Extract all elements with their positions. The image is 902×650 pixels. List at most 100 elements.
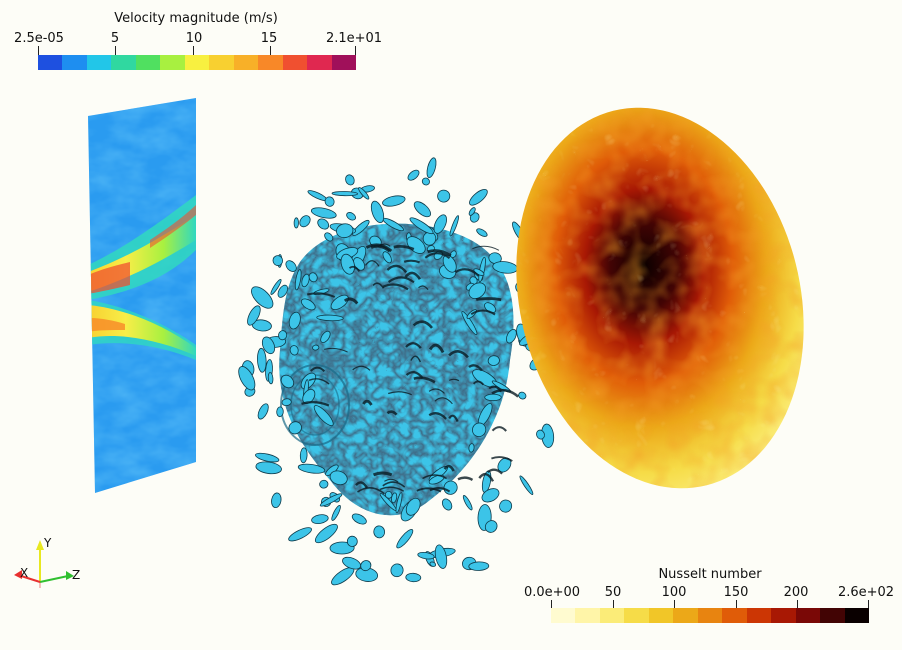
velocity-colorbar-gradient: [38, 55, 357, 70]
nusselt-tick-mark: [613, 600, 614, 609]
vortex-blob: [313, 405, 334, 427]
vortex-blob: [417, 551, 435, 560]
velocity-tick-mark: [193, 46, 194, 55]
nusselt-colorbar-swatch: [599, 608, 625, 623]
vortex-crevice: [428, 343, 445, 354]
vortex-blob: [434, 544, 448, 569]
vortex-blob: [299, 215, 311, 228]
vortex-crevice: [412, 320, 434, 329]
vortex-crevice: [348, 265, 361, 272]
velocity-colorbar-title: Velocity magnitude (m/s): [114, 11, 278, 26]
vortex-blob: [257, 403, 269, 420]
vortex-crevice: [370, 244, 391, 253]
vortex-crevice: [488, 385, 503, 393]
vortex-blob: [395, 492, 403, 514]
vortex-crevice: [372, 471, 393, 477]
vortex-blob: [329, 470, 348, 486]
vortex-blob: [379, 492, 397, 511]
velocity-colorbar-swatch: [62, 55, 87, 70]
nusselt-colorbar-swatch: [624, 608, 649, 623]
nusselt-colorbar-title: Nusselt number: [658, 567, 762, 582]
vortex-blob: [294, 269, 302, 291]
vortex-crevice: [448, 414, 459, 423]
vortex-blob: [437, 189, 451, 203]
vortex-blob: [314, 523, 338, 544]
vortex-blob: [271, 492, 282, 509]
vortex-blob: [360, 560, 372, 572]
nusselt-colorbar-swatch: [771, 608, 796, 623]
nusselt-tick-label: 150: [723, 585, 749, 600]
vortex-crevice: [429, 487, 451, 493]
nusselt-colorbar-swatch: [795, 608, 821, 623]
nusselt-tick-mark: [551, 600, 552, 609]
vortex-crevice: [418, 285, 429, 291]
vortex-crevice: [416, 487, 442, 493]
vortex-blob: [472, 422, 487, 438]
vortex-blob: [462, 495, 473, 511]
y-axis-label: Y: [44, 536, 52, 550]
vortex-blob: [519, 475, 534, 495]
vortex-blob: [316, 314, 344, 322]
x-axis-label: X: [20, 566, 29, 580]
velocity-colorbar-swatch: [209, 55, 234, 70]
velocity-tick-mark: [355, 46, 356, 55]
velocity-colorbar-swatch: [258, 55, 283, 70]
vortex-crevice: [324, 347, 348, 353]
vortex-blob: [468, 443, 475, 453]
vortex-blob: [311, 514, 329, 524]
vortex-blob: [320, 330, 331, 344]
vortex-blob: [390, 563, 404, 578]
vortex-crevice: [365, 260, 380, 267]
vortex-blob: [484, 520, 498, 533]
vortex-blob: [324, 196, 335, 207]
vortex-crevice: [486, 468, 503, 475]
vortex-blob: [481, 488, 500, 503]
vortex-blob: [288, 421, 302, 435]
vortex-crevice: [470, 309, 496, 316]
nusselt-tick-label: 2.6e+02: [837, 585, 895, 600]
vortex-crevice: [428, 412, 447, 420]
orientation-axes: [14, 540, 74, 588]
velocity-colorbar-swatch: [184, 55, 210, 70]
vortex-crevice: [491, 388, 519, 398]
vortex-blob: [267, 372, 274, 385]
vortex-blob: [409, 217, 434, 235]
vortex-crevice: [404, 271, 421, 280]
vortex-blob: [433, 214, 447, 234]
vortex-crevice: [454, 268, 480, 277]
nusselt-colorbar-swatch: [551, 608, 576, 623]
vortex-blob: [421, 177, 430, 186]
vortex-blob: [317, 218, 330, 230]
vortex-crevice: [422, 474, 447, 480]
vortex-blob: [329, 541, 355, 555]
vortex-crevice: [472, 245, 500, 251]
z-axis-label: Z: [72, 568, 81, 582]
vortex-blob: [382, 195, 406, 207]
vortex-crevice: [306, 292, 336, 298]
vortex-blob: [238, 366, 256, 391]
vortex-blob: [461, 311, 478, 336]
vortex-blob: [280, 374, 295, 389]
vortex-blob: [324, 232, 334, 242]
nusselt-colorbar-swatch: [697, 608, 723, 623]
vortex-blob: [336, 223, 354, 239]
velocity-tick-mark: [38, 46, 39, 55]
vortex-blob: [518, 391, 527, 400]
vortex-crevice: [468, 364, 483, 372]
nusselt-colorbar-swatch: [575, 608, 600, 623]
nusselt-tick-label: 200: [783, 585, 809, 600]
vortex-crevice: [301, 401, 330, 407]
vortex-blob: [288, 311, 301, 330]
vortex-crevice: [443, 464, 455, 472]
vortex-crevice: [355, 481, 368, 489]
vortex-blob: [310, 207, 337, 219]
vortex-blob: [382, 251, 392, 264]
nusselt-colorbar-gradient: [551, 608, 870, 623]
vortex-blob: [468, 561, 490, 571]
vortex-crevice: [472, 380, 485, 386]
nusselt-tick-label: 0.0e+00: [523, 585, 581, 600]
vortex-crevice: [428, 388, 445, 394]
velocity-colorbar-swatch: [331, 55, 357, 70]
vortex-crevice: [448, 350, 469, 359]
